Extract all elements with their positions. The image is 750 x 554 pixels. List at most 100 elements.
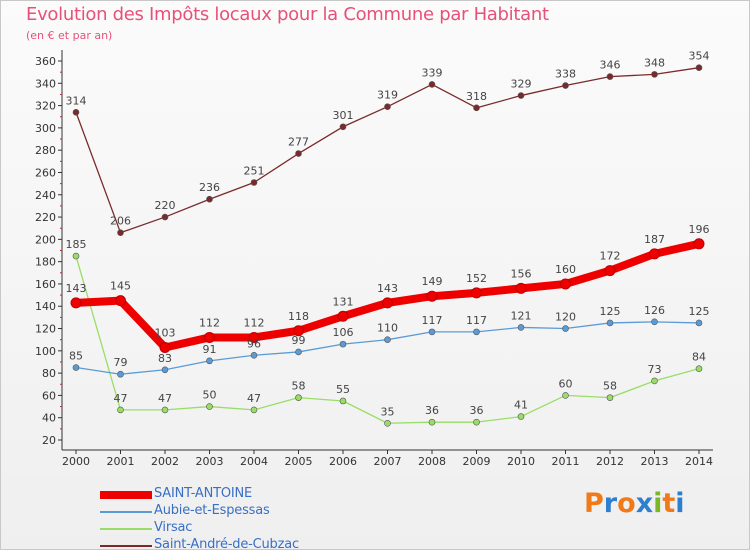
data-point xyxy=(206,357,213,365)
data-label: 99 xyxy=(292,334,306,347)
data-label: 112 xyxy=(199,316,220,329)
data-point xyxy=(248,331,260,343)
data-label: 50 xyxy=(203,389,217,402)
legend-swatch-saint-antoine xyxy=(100,491,152,499)
data-point xyxy=(295,394,302,401)
data-point xyxy=(339,123,347,131)
logo-letter: x xyxy=(635,488,654,519)
data-point xyxy=(693,238,705,250)
data-point xyxy=(604,265,616,277)
data-label: 143 xyxy=(377,282,398,295)
y-tick-label: 360 xyxy=(35,55,56,68)
data-label: 346 xyxy=(600,59,621,72)
y-tick-label: 120 xyxy=(35,323,56,336)
data-label: 354 xyxy=(689,50,710,63)
y-tick-label: 100 xyxy=(35,345,56,358)
data-point xyxy=(70,297,82,309)
data-point xyxy=(384,336,391,343)
data-point xyxy=(117,370,124,378)
data-label: 338 xyxy=(555,68,576,81)
data-point xyxy=(159,341,171,353)
data-label: 314 xyxy=(66,94,87,107)
data-label: 172 xyxy=(600,250,621,263)
data-label: 36 xyxy=(425,404,439,417)
y-tick-label: 200 xyxy=(35,233,56,246)
y-tick-label: 40 xyxy=(42,412,56,425)
data-point xyxy=(117,406,124,414)
logo-letter: i xyxy=(675,488,685,519)
data-label: 91 xyxy=(203,343,217,356)
x-tick-label: 2006 xyxy=(329,455,357,468)
x-tick-label: 2002 xyxy=(151,455,179,468)
data-point xyxy=(473,418,480,426)
chart-title: Evolution des Impôts locaux pour la Comm… xyxy=(26,4,549,25)
data-label: 36 xyxy=(470,404,484,417)
data-label: 79 xyxy=(114,356,128,369)
data-point xyxy=(428,81,436,88)
y-tick-label: 320 xyxy=(35,100,56,113)
data-label: 319 xyxy=(377,89,398,102)
x-tick-label: 2009 xyxy=(463,455,491,468)
x-tick-label: 2007 xyxy=(374,455,402,468)
x-tick-label: 2003 xyxy=(196,455,224,468)
data-label: 41 xyxy=(514,399,528,412)
proxiti-logo: Proxiti xyxy=(584,488,685,519)
data-point xyxy=(426,290,438,302)
data-point xyxy=(295,348,302,356)
x-tick-label: 2001 xyxy=(107,455,135,468)
x-tick-label: 2004 xyxy=(240,455,268,468)
data-point xyxy=(606,394,614,401)
data-label: 47 xyxy=(247,392,261,405)
data-label: 117 xyxy=(422,314,443,327)
legend-swatch-aubie-et-espessas xyxy=(100,511,152,513)
y-tick-label: 140 xyxy=(35,300,56,313)
data-label: 118 xyxy=(288,310,309,323)
y-tick-label: 300 xyxy=(35,122,56,135)
data-label: 121 xyxy=(511,309,532,322)
legend-label: Virsac xyxy=(154,520,193,535)
data-label: 96 xyxy=(247,337,261,350)
logo-letter: P xyxy=(584,488,604,519)
data-point xyxy=(651,377,658,385)
data-label: 187 xyxy=(644,233,665,246)
legend-label: Aubie-et-Espessas xyxy=(154,503,270,518)
data-point xyxy=(560,278,571,290)
data-point xyxy=(384,103,391,111)
data-point xyxy=(339,397,347,405)
data-label: 131 xyxy=(333,295,354,308)
chart-subtitle: (en € et par an) xyxy=(26,29,113,42)
x-tick-label: 2000 xyxy=(62,455,90,468)
data-label: 236 xyxy=(199,181,220,194)
data-label: 120 xyxy=(555,311,576,324)
data-label: 277 xyxy=(288,136,309,149)
data-label: 47 xyxy=(114,392,128,405)
logo-letter: i xyxy=(653,488,663,519)
legend-label: Saint-André-de-Cubzac xyxy=(154,537,299,552)
data-point xyxy=(204,331,215,343)
data-point xyxy=(250,351,258,359)
data-point xyxy=(517,92,525,99)
data-point xyxy=(337,310,349,322)
data-point xyxy=(606,319,614,327)
data-point xyxy=(515,282,527,294)
data-point xyxy=(471,287,482,299)
data-label: 84 xyxy=(692,351,706,364)
data-label: 103 xyxy=(155,326,176,339)
data-label: 156 xyxy=(511,267,532,280)
data-label: 185 xyxy=(66,238,87,251)
data-point xyxy=(649,248,660,260)
data-point xyxy=(293,325,304,337)
data-point xyxy=(161,213,169,221)
x-tick-label: 2012 xyxy=(596,455,624,468)
data-point xyxy=(117,229,124,236)
data-label: 83 xyxy=(158,352,172,365)
data-label: 196 xyxy=(689,223,710,236)
data-label: 125 xyxy=(600,305,621,318)
data-point xyxy=(695,365,703,372)
data-point xyxy=(250,179,258,186)
logo-letter: t xyxy=(662,488,676,519)
y-tick-label: 60 xyxy=(42,389,56,402)
data-point xyxy=(517,413,525,420)
data-point xyxy=(295,150,302,157)
data-point xyxy=(72,108,80,116)
